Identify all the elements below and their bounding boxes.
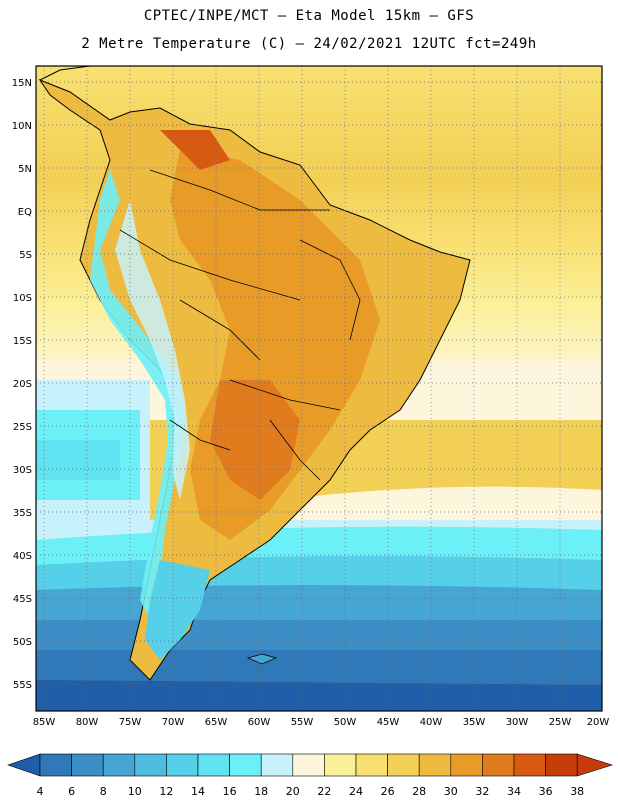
lon-label: 70W [162,717,185,728]
lon-label: 35W [463,717,486,728]
lat-label: 15N [12,78,32,89]
lat-label: 5N [18,164,32,175]
colorbar-label: 16 [223,785,237,798]
colorbar-label: 38 [570,785,584,798]
colorbar-label: 24 [349,785,363,798]
lat-label: EQ [18,207,32,218]
map-subtitle: 2 Metre Temperature (C) – 24/02/2021 12U… [81,36,537,52]
colorbar-swatch [166,753,199,777]
colorbar-swatch [39,753,72,777]
colorbar-label: 6 [68,785,75,798]
colorbar-swatch [292,753,325,777]
colorbar-swatch [71,753,104,777]
lat-label: 35S [13,508,32,519]
colorbar-label: 36 [539,785,553,798]
colorbar-label: 14 [191,785,205,798]
lon-label: 30W [506,717,529,728]
lat-label: 55S [13,680,32,691]
temperature-field [36,66,602,711]
colorbar-label: 26 [381,785,395,798]
lon-label: 55W [291,717,314,728]
colorbar-label: 34 [507,785,521,798]
colorbar-swatch [545,753,578,777]
lat-label: 15S [13,336,32,347]
lon-label: 80W [76,717,99,728]
colorbar-swatch [513,753,546,777]
colorbar-label: 28 [412,785,426,798]
colorbar-label: 32 [475,785,489,798]
lon-label: 45W [377,717,400,728]
colorbar-label: 20 [286,785,300,798]
colorbar-swatch [387,753,420,777]
colorbar-swatch [450,753,483,777]
colorbar: 4 6 8 10 12 14 16 18 20 22 24 26 28 30 32 34 36 38 [7,753,613,798]
lon-label: 20W [587,717,610,728]
map-title: CPTEC/INPE/MCT – Eta Model 15km – GFS [143,8,475,24]
colorbar-swatch [324,753,357,777]
map-frame [35,65,603,712]
longitude-axis: 85W 80W 75W 70W 65W 60W 55W 50W 45W 40W … [33,717,610,728]
lat-label: 10S [13,293,32,304]
colorbar-swatch [102,753,136,777]
colorbar-swatch [482,753,515,777]
lat-label: 40S [13,551,32,562]
colorbar-label: 10 [128,785,142,798]
lat-label: 5S [19,250,32,261]
colorbar-label: 4 [37,785,44,798]
lat-label: 30S [13,465,32,476]
colorbar-label: 18 [254,785,268,798]
lat-label: 45S [13,594,32,605]
colorbar-arrow-high [576,753,613,777]
lon-label: 65W [205,717,228,728]
colorbar-label: 22 [317,785,331,798]
colorbar-label: 12 [159,785,173,798]
lat-label: 10N [12,121,32,132]
colorbar-swatch [134,753,167,777]
latitude-axis: 15N 10N 5N EQ 5S 10S 15S 20S 25S 30S 35S… [12,78,32,691]
colorbar-swatch [197,753,230,777]
lon-label: 50W [334,717,357,728]
lat-label: 25S [13,422,32,433]
lat-label: 50S [13,637,32,648]
colorbar-arrow-low [7,753,41,777]
lon-label: 75W [119,717,142,728]
colorbar-swatch [418,753,452,777]
colorbar-swatch [355,753,388,777]
colorbar-swatch [260,753,294,777]
colorbar-label: 30 [444,785,458,798]
colorbar-swatch [229,753,262,777]
lon-label: 40W [420,717,443,728]
colorbar-label: 8 [100,785,107,798]
lat-label: 20S [13,379,32,390]
lon-label: 25W [549,717,572,728]
lon-label: 60W [248,717,271,728]
lon-label: 85W [33,717,56,728]
